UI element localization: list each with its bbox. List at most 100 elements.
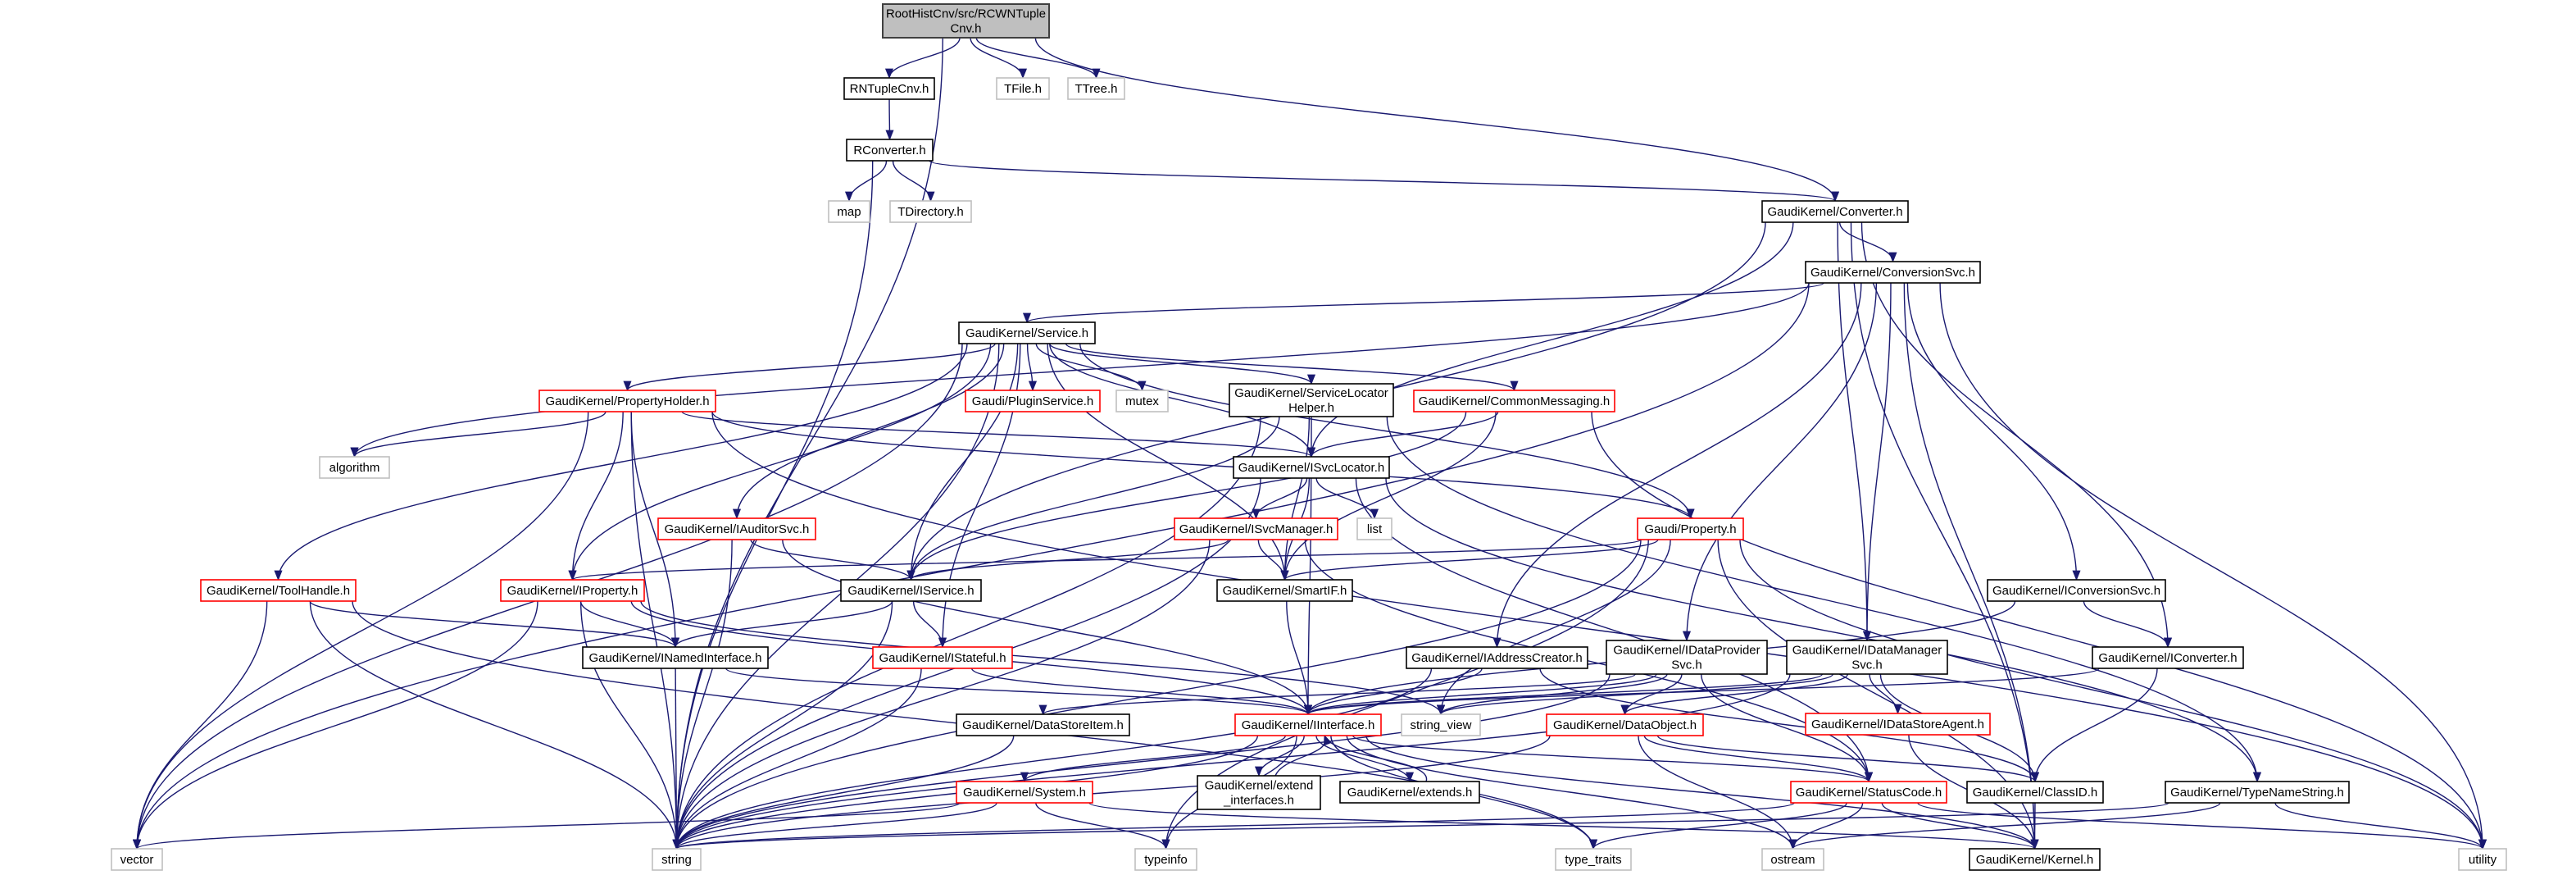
edge-statuscode-to-utility — [1917, 802, 2487, 850]
node-isvcmgr[interactable]: GaudiKernel/ISvcManager.h — [1174, 517, 1338, 540]
node-typeinfo[interactable]: typeinfo — [1134, 848, 1197, 871]
edge-iproperty-to-string — [579, 600, 681, 850]
node-box — [956, 713, 1130, 736]
node-classid[interactable]: GaudiKernel/ClassID.h — [1966, 781, 2104, 804]
node-label: GaudiKernel/Kernel.h — [1976, 853, 2093, 867]
node-iinterface[interactable]: GaudiKernel/IInterface.h — [1234, 713, 1382, 736]
node-rconv[interactable]: RConverter.h — [846, 139, 934, 162]
node-smartif[interactable]: GaudiKernel/SmartIF.h — [1216, 579, 1353, 602]
node-tfile[interactable]: TFile.h — [996, 77, 1050, 100]
edge-typename-to-ostream — [1788, 802, 2221, 850]
node-label: GaudiKernel/ConversionSvc.h — [1810, 266, 1975, 280]
node-kernel[interactable]: GaudiKernel/Kernel.h — [1969, 848, 2101, 871]
edge-iproperty-to-vector — [133, 600, 538, 850]
node-label: GaudiKernel/IStateful.h — [879, 651, 1006, 665]
node-mutex[interactable]: mutex — [1115, 390, 1169, 412]
node-convsvc[interactable]: GaudiKernel/ConversionSvc.h — [1805, 261, 1981, 284]
node-dsitem[interactable]: GaudiKernel/DataStoreItem.h — [956, 713, 1130, 736]
edge-statuscode-to-kernel — [1881, 802, 2039, 850]
node-box — [846, 139, 934, 162]
edge-propholder-to-vector — [132, 411, 589, 850]
node-label: typeinfo — [1144, 853, 1188, 867]
node-label: type_traits — [1565, 853, 1621, 867]
edge-commsg-to-utility — [1591, 411, 2487, 850]
edge-service-to-propholder — [623, 343, 996, 392]
edge-iinterface-to-extif — [1254, 735, 1305, 777]
edge-service-to-isvcloc — [1049, 343, 1315, 458]
node-ostream[interactable]: ostream — [1761, 848, 1824, 871]
node-tdir[interactable]: TDirectory.h — [889, 200, 972, 223]
edge-property-to-utility — [1739, 539, 2487, 850]
node-idsagent[interactable]: GaudiKernel/IDataStoreAgent.h — [1805, 713, 1991, 736]
node-iconverter[interactable]: GaudiKernel/IConverter.h — [2092, 646, 2244, 669]
node-iauditor[interactable]: GaudiKernel/IAuditorSvc.h — [657, 517, 816, 540]
edge-service-to-plugin — [1026, 343, 1038, 392]
node-string_view[interactable]: string_view — [1401, 713, 1481, 736]
node-box — [1174, 517, 1338, 540]
edge-iproperty-to-string_view — [640, 600, 1445, 716]
node-toolhandle[interactable]: GaudiKernel/ToolHandle.h — [200, 579, 357, 602]
node-dataobject[interactable]: GaudiKernel/DataObject.h — [1546, 713, 1704, 736]
node-box — [958, 321, 1096, 344]
node-box — [1233, 456, 1390, 479]
node-statuscode[interactable]: GaudiKernel/StatusCode.h — [1790, 781, 1947, 804]
node-iproperty[interactable]: GaudiKernel/IProperty.h — [500, 579, 645, 602]
edge-dataobject-to-ostream — [1638, 735, 1797, 850]
node-label: GaudiKernel/IDataStoreAgent.h — [1811, 718, 1984, 731]
edge-dataobject-to-classid — [1656, 735, 2039, 783]
edge-isvcloc-to-typename — [1385, 477, 2261, 783]
node-propholder[interactable]: GaudiKernel/PropertyHolder.h — [538, 390, 716, 412]
node-property[interactable]: Gaudi/Property.h — [1637, 517, 1744, 540]
node-label: RNTupleCnv.h — [850, 82, 929, 96]
node-iaddr[interactable]: GaudiKernel/IAddressCreator.h — [1406, 646, 1588, 669]
node-system[interactable]: GaudiKernel/System.h — [956, 781, 1093, 804]
node-service[interactable]: GaudiKernel/Service.h — [958, 321, 1096, 344]
node-typename[interactable]: GaudiKernel/TypeNameString.h — [2165, 781, 2350, 804]
node-inamed[interactable]: GaudiKernel/INamedInterface.h — [582, 646, 769, 669]
node-utility[interactable]: utility — [2458, 848, 2507, 871]
edge-iconverter-to-iinterface — [1304, 668, 2100, 716]
node-vector[interactable]: vector — [111, 848, 163, 871]
edge-idatamgr-to-string_view — [1437, 673, 1834, 716]
edge-convsvc-to-utility — [1939, 282, 2487, 850]
edge-rcwn-to-ttree — [975, 37, 1101, 80]
node-label: GaudiKernel/INamedInterface.h — [589, 651, 762, 665]
node-istateful[interactable]: GaudiKernel/IStateful.h — [872, 646, 1013, 669]
node-label: algorithm — [329, 461, 380, 475]
node-label: vector — [120, 853, 154, 867]
node-extif[interactable]: GaudiKernel/extend_interfaces.h — [1197, 775, 1321, 810]
node-label: string_view — [1410, 718, 1471, 732]
node-type_traits[interactable]: type_traits — [1555, 848, 1632, 871]
node-extends[interactable]: GaudiKernel/extends.h — [1339, 781, 1480, 804]
node-label: GaudiKernel/IConverter.h — [2098, 651, 2237, 665]
node-label: GaudiKernel/IAddressCreator.h — [1411, 651, 1582, 665]
node-string[interactable]: string — [652, 848, 702, 871]
node-algorithm[interactable]: algorithm — [319, 456, 390, 479]
edge-toolhandle-to-inamed — [309, 600, 679, 649]
edge-idatamgr-to-idsagent — [1869, 673, 1902, 715]
node-box — [1356, 517, 1392, 540]
node-box — [956, 781, 1093, 804]
edge-isvcmgr-to-string — [672, 539, 1211, 850]
node-map[interactable]: map — [828, 200, 870, 223]
node-isvcloc[interactable]: GaudiKernel/ISvcLocator.h — [1233, 456, 1390, 479]
node-label: GaudiKernel/System.h — [963, 786, 1086, 800]
node-converter[interactable]: GaudiKernel/Converter.h — [1761, 200, 1909, 223]
node-commsg[interactable]: GaudiKernel/CommonMessaging.h — [1413, 390, 1615, 412]
node-plugin[interactable]: Gaudi/PluginService.h — [965, 390, 1101, 412]
node-ttree[interactable]: TTree.h — [1067, 77, 1125, 100]
node-iservice[interactable]: GaudiKernel/IService.h — [840, 579, 982, 602]
node-iconvsvc[interactable]: GaudiKernel/IConversionSvc.h — [1987, 579, 2166, 602]
edge-rconv-to-map — [844, 160, 888, 203]
node-rntuple[interactable]: RNTupleCnv.h — [843, 77, 935, 100]
node-list[interactable]: list — [1356, 517, 1392, 540]
node-box — [882, 3, 1050, 39]
edge-service-to-property — [1079, 343, 1695, 520]
edge-service-to-iproperty — [568, 343, 992, 581]
